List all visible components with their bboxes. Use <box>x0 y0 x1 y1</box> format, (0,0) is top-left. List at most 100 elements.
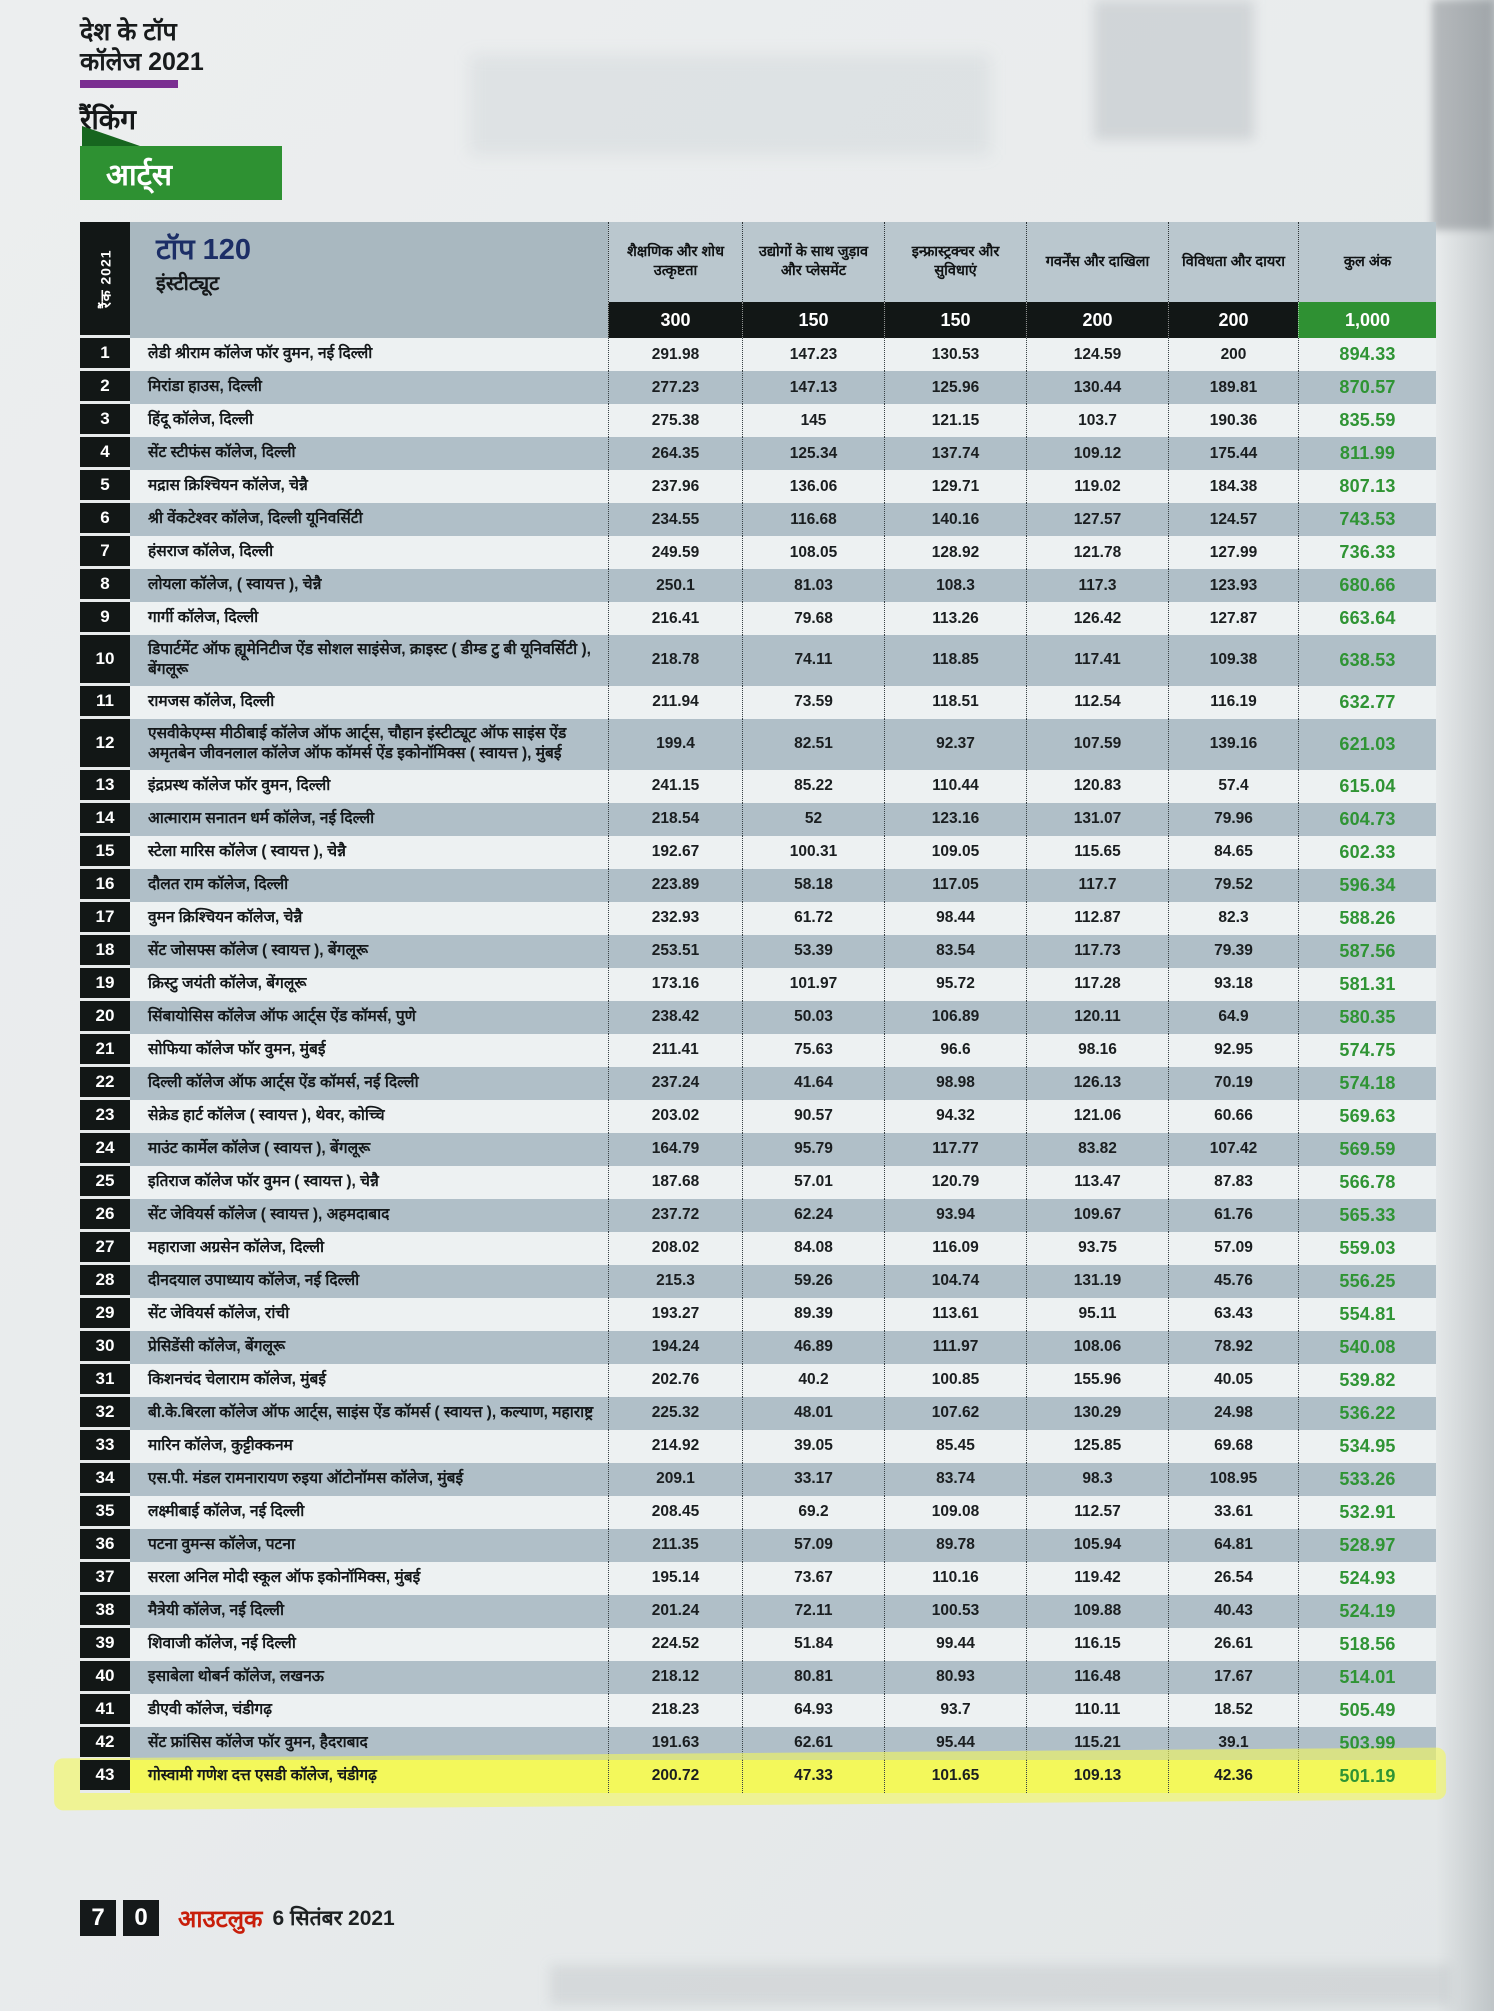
total-score-cell: 602.33 <box>1298 835 1436 869</box>
score-cell-3: 137.74 <box>884 437 1026 470</box>
score-cell-5: 79.39 <box>1168 934 1298 968</box>
total-score-cell: 505.49 <box>1298 1693 1436 1727</box>
table-row: 38 मैत्रेयी कॉलेज, नई दिल्ली 201.24 72.11 10… <box>80 1594 1436 1628</box>
college-name: सिंबायोसिस कॉलेज ऑफ आर्ट्स ऐंड कॉमर्स, प… <box>148 1008 416 1026</box>
score-cell-1: 203.02 <box>608 1099 742 1133</box>
score-cell-1: 223.89 <box>608 868 742 902</box>
college-name: शिवाजी कॉलेज, नई दिल्ली <box>148 1635 296 1653</box>
rank-cell: 5 <box>80 470 130 503</box>
score-cell-1: 291.98 <box>608 338 742 371</box>
table-header: रैंक 2021 टॉप 120 इंस्टीट्यूट शैक्षणिक और श… <box>80 222 1436 338</box>
score-cell-1: 211.41 <box>608 1033 742 1067</box>
score-cell-3: 118.51 <box>884 685 1026 719</box>
score-cell-5: 107.42 <box>1168 1132 1298 1166</box>
score-cell-3: 108.3 <box>884 569 1026 602</box>
score-cell-5: 109.38 <box>1168 635 1298 686</box>
college-name: सेक्रेड हार्ट कॉलेज ( स्वायत्त ), थेवर, … <box>148 1107 385 1125</box>
score-cell-3: 129.71 <box>884 470 1026 503</box>
rank-cell: 2 <box>80 371 130 404</box>
college-name: महाराजा अग्रसेन कॉलेज, दिल्ली <box>148 1239 324 1257</box>
rank-cell: 17 <box>80 901 130 935</box>
score-cell-2: 79.68 <box>742 602 884 635</box>
score-cell-4: 124.59 <box>1026 338 1168 371</box>
college-name: सेंट फ्रांसिस कॉलेज फॉर वुमन, हैदराबाद <box>148 1734 368 1752</box>
column-header-5: विविधता और दायरा <box>1168 222 1298 302</box>
score-cell-2: 136.06 <box>742 470 884 503</box>
score-cell-1: 208.02 <box>608 1231 742 1265</box>
score-cell-3: 99.44 <box>884 1627 1026 1661</box>
college-name: इतिराज कॉलेज फॉर वुमन ( स्वायत्त ), चेन्… <box>148 1173 379 1191</box>
score-cell-4: 117.28 <box>1026 967 1168 1001</box>
total-score-cell: 539.82 <box>1298 1363 1436 1397</box>
total-score-cell: 554.81 <box>1298 1297 1436 1331</box>
score-cell-2: 75.63 <box>742 1033 884 1067</box>
score-cell-3: 110.16 <box>884 1561 1026 1595</box>
column-weight-5: 200 <box>1168 302 1298 338</box>
college-name: लेडी श्रीराम कॉलेज फॉर वुमन, नई दिल्ली <box>148 345 373 363</box>
score-cell-1: 218.23 <box>608 1693 742 1727</box>
rank-cell: 41 <box>80 1693 130 1727</box>
score-cell-2: 73.59 <box>742 685 884 719</box>
score-cell-4: 125.85 <box>1026 1429 1168 1463</box>
total-score-cell: 581.31 <box>1298 967 1436 1001</box>
table-row: 24 माउंट कार्मेल कॉलेज ( स्वायत्त ), बेंग… <box>80 1132 1436 1166</box>
score-cell-5: 175.44 <box>1168 437 1298 470</box>
score-cell-1: 164.79 <box>608 1132 742 1166</box>
score-cell-3: 83.54 <box>884 934 1026 968</box>
score-cell-1: 209.1 <box>608 1462 742 1496</box>
college-name: लक्ष्मीबाई कॉलेज, नई दिल्ली <box>148 1503 305 1521</box>
college-name: किशनचंद चेलाराम कॉलेज, मुंबई <box>148 1371 327 1389</box>
score-cell-4: 119.02 <box>1026 470 1168 503</box>
rank-cell: 37 <box>80 1561 130 1595</box>
score-cell-4: 116.48 <box>1026 1660 1168 1694</box>
score-cell-1: 237.24 <box>608 1066 742 1100</box>
score-cell-1: 208.45 <box>608 1495 742 1529</box>
score-cell-5: 40.43 <box>1168 1594 1298 1628</box>
score-cell-4: 98.3 <box>1026 1462 1168 1496</box>
score-cell-2: 62.24 <box>742 1198 884 1232</box>
score-cell-4: 126.42 <box>1026 602 1168 635</box>
score-cell-4: 95.11 <box>1026 1297 1168 1331</box>
issue-date: 6 सितंबर 2021 <box>272 1907 395 1930</box>
score-cell-5: 139.16 <box>1168 718 1298 770</box>
score-cell-2: 59.26 <box>742 1264 884 1298</box>
column-weight-4: 200 <box>1026 302 1168 338</box>
college-name: स्टेला मारिस कॉलेज ( स्वायत्त ), चेन्नै <box>148 843 346 861</box>
college-name: मद्रास क्रिश्चियन कॉलेज, चेन्नै <box>148 477 308 495</box>
score-cell-2: 116.68 <box>742 503 884 536</box>
total-score-cell: 540.08 <box>1298 1330 1436 1364</box>
score-cell-2: 47.33 <box>742 1759 884 1793</box>
score-cell-1: 202.76 <box>608 1363 742 1397</box>
total-score-cell: 638.53 <box>1298 635 1436 686</box>
college-name: डिपार्टमेंट ऑफ ह्यूमेनिटीज ऐंड सोशल साइं… <box>148 641 591 679</box>
score-cell-5: 63.43 <box>1168 1297 1298 1331</box>
score-cell-5: 87.83 <box>1168 1165 1298 1199</box>
total-score-cell: 518.56 <box>1298 1627 1436 1661</box>
rank-cell: 38 <box>80 1594 130 1628</box>
score-cell-1: 225.32 <box>608 1396 742 1430</box>
score-cell-1: 195.14 <box>608 1561 742 1595</box>
score-cell-3: 116.09 <box>884 1231 1026 1265</box>
score-cell-5: 116.19 <box>1168 685 1298 719</box>
score-cell-3: 98.44 <box>884 901 1026 935</box>
score-cell-4: 130.44 <box>1026 371 1168 404</box>
table-row: 39 शिवाजी कॉलेज, नई दिल्ली 224.52 51.84 99.4… <box>80 1627 1436 1661</box>
score-cell-1: 264.35 <box>608 437 742 470</box>
score-cell-1: 275.38 <box>608 404 742 437</box>
score-cell-2: 147.13 <box>742 371 884 404</box>
score-cell-3: 95.44 <box>884 1726 1026 1760</box>
score-cell-4: 131.07 <box>1026 802 1168 836</box>
score-cell-1: 237.96 <box>608 470 742 503</box>
score-cell-3: 98.98 <box>884 1066 1026 1100</box>
total-score-cell: 514.01 <box>1298 1660 1436 1694</box>
ranking-table: रैंक 2021 टॉप 120 इंस्टीट्यूट शैक्षणिक और श… <box>80 222 1436 1793</box>
college-name: मारिन कॉलेज, कुट्टीक्कनम <box>148 1437 293 1455</box>
total-score-cell: 501.19 <box>1298 1759 1436 1793</box>
table-row: 19 क्रिस्टु जयंती कॉलेज, बेंगलूरू 173.16 10… <box>80 967 1436 1001</box>
score-cell-3: 109.05 <box>884 835 1026 869</box>
college-name: क्रिस्टु जयंती कॉलेज, बेंगलूरू <box>148 975 307 993</box>
score-cell-4: 121.78 <box>1026 536 1168 569</box>
score-cell-5: 190.36 <box>1168 404 1298 437</box>
score-cell-3: 89.78 <box>884 1528 1026 1562</box>
total-score-cell: 556.25 <box>1298 1264 1436 1298</box>
